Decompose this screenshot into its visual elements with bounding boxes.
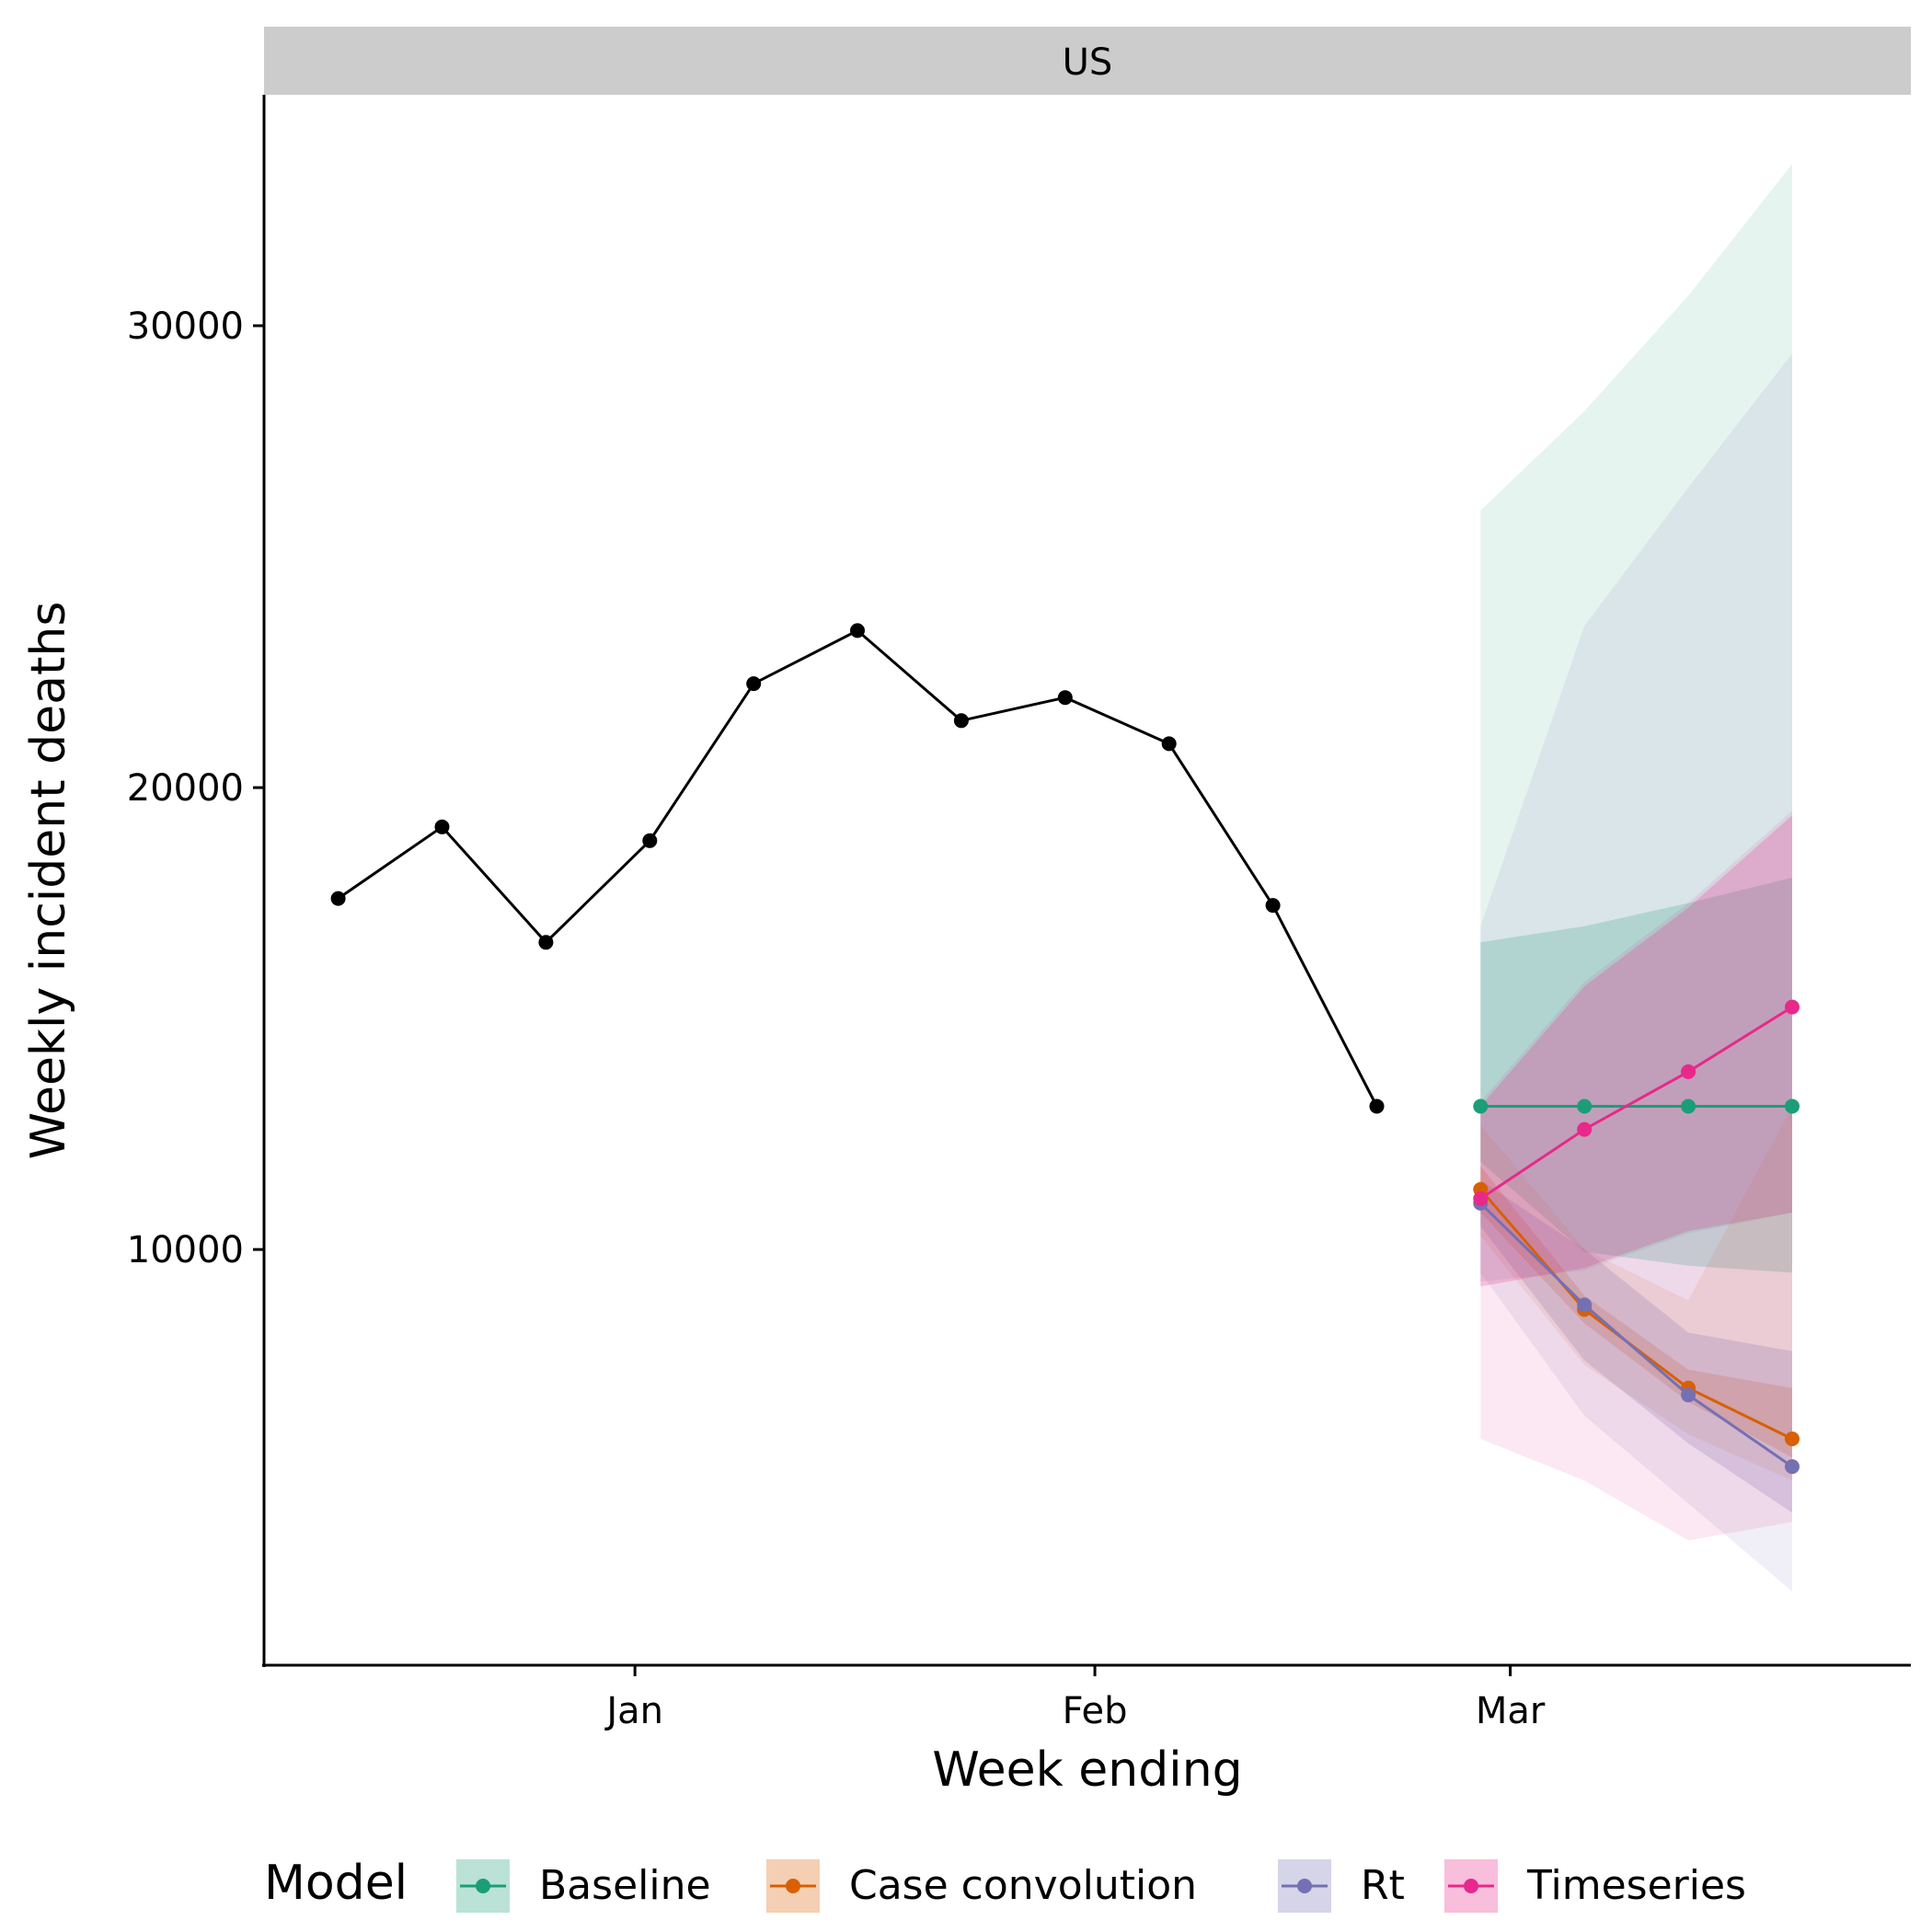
timeseries-point xyxy=(1681,1064,1696,1079)
baseline-legend-point xyxy=(476,1879,490,1893)
legend-title: Model xyxy=(264,1856,408,1911)
baseline-inner-band xyxy=(1480,878,1792,1273)
timeseries-point xyxy=(1577,1121,1593,1137)
y-tick-label: 10000 xyxy=(127,1229,244,1271)
rt-legend-point xyxy=(1297,1879,1312,1893)
observed-point xyxy=(434,819,450,834)
x-axis-ticks: Jan Feb Mar xyxy=(604,1665,1546,1732)
observed-point xyxy=(538,935,554,950)
forecast-interval-bands xyxy=(1480,164,1792,1592)
panel-strip-label: US xyxy=(1063,41,1113,84)
panel-strip xyxy=(264,27,1911,95)
y-tick-label: 30000 xyxy=(127,305,244,348)
x-tick-label: Mar xyxy=(1476,1690,1546,1732)
x-tick-label: Feb xyxy=(1063,1690,1128,1732)
case-convolution-point xyxy=(1785,1432,1800,1446)
x-axis-title: Week ending xyxy=(932,1742,1242,1798)
observed-point xyxy=(953,713,969,729)
case-convolution-legend-point xyxy=(786,1879,800,1893)
timeseries-point xyxy=(1785,999,1800,1015)
rt-legend-label: Rt xyxy=(1361,1862,1405,1909)
observed-point xyxy=(1057,690,1073,706)
case-convolution-outer-band xyxy=(1480,1106,1792,1481)
observed-line xyxy=(337,628,1378,1108)
baseline-point xyxy=(1681,1098,1696,1114)
observed-point xyxy=(642,833,658,848)
baseline-legend-label: Baseline xyxy=(539,1862,711,1909)
rt-outer-band xyxy=(1480,353,1792,1592)
baseline-point xyxy=(1473,1098,1489,1114)
rt-point xyxy=(1785,1459,1800,1475)
baseline-point xyxy=(1577,1098,1593,1114)
baseline-outer-band xyxy=(1480,164,1792,1282)
observed-point xyxy=(1161,736,1177,752)
y-axis-title: Weekly incident deaths xyxy=(21,602,76,1160)
legend: Model Baseline Case convolution Rt Timeseri… xyxy=(264,1856,1746,1913)
timeseries-line xyxy=(1479,1006,1793,1201)
timeseries-point xyxy=(1473,1190,1489,1206)
rt-point xyxy=(1577,1297,1593,1313)
timeseries-legend-label: Timeseries xyxy=(1526,1862,1746,1909)
rt-inner-band xyxy=(1480,1179,1792,1513)
rt-point xyxy=(1681,1387,1696,1403)
observed-point xyxy=(1265,898,1281,914)
timeseries-outer-band xyxy=(1480,811,1792,1541)
rt-line xyxy=(1479,1202,1793,1468)
y-tick-label: 20000 xyxy=(127,767,244,810)
observed-point xyxy=(746,676,762,692)
baseline-point xyxy=(1785,1098,1800,1114)
observed-point xyxy=(330,891,346,906)
series-lines xyxy=(330,623,1800,1475)
timeseries-legend-point xyxy=(1464,1879,1478,1893)
observed-point xyxy=(850,623,865,638)
y-axis-ticks: 10000 20000 30000 xyxy=(127,305,264,1271)
x-tick-label: Jan xyxy=(604,1690,663,1732)
case-convolution-inner-band xyxy=(1480,1166,1792,1458)
observed-point xyxy=(1369,1098,1385,1114)
timeseries-inner-band xyxy=(1480,815,1792,1287)
case-convolution-legend-label: Case convolution xyxy=(849,1862,1197,1909)
